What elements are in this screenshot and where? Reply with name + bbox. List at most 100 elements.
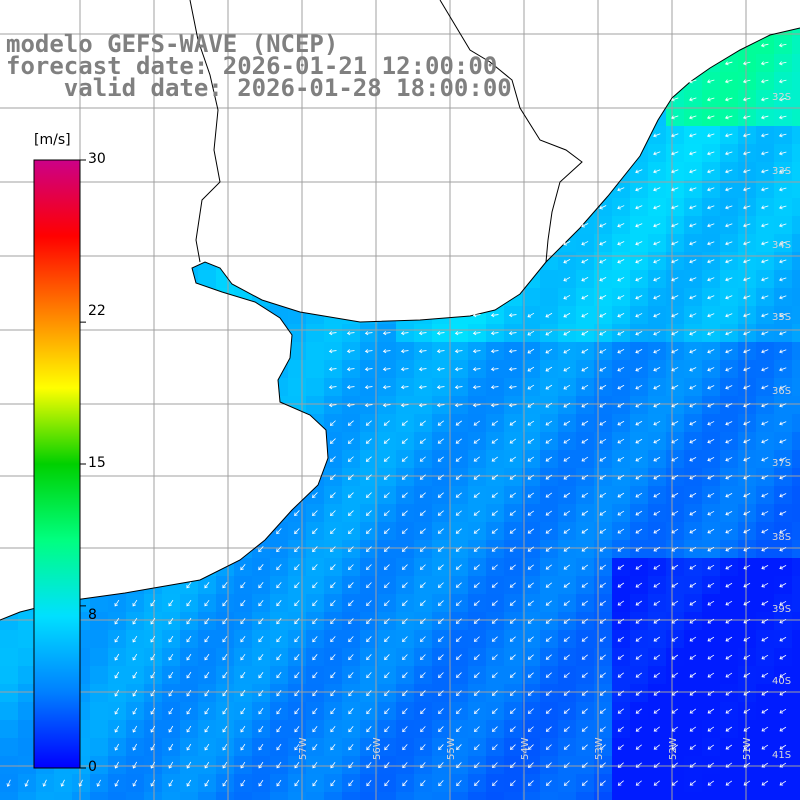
wind-arrow xyxy=(761,151,769,155)
wind-arrow-head xyxy=(437,440,442,444)
wind-arrow-head xyxy=(725,223,729,228)
wind-arrow xyxy=(186,761,192,769)
wind-arrow xyxy=(761,582,769,588)
wind-arrow xyxy=(581,223,589,227)
speed-cell xyxy=(90,738,108,756)
wind-arrow xyxy=(617,582,625,588)
wind-arrow-head xyxy=(510,746,514,750)
wind-arrow-head xyxy=(366,782,370,787)
wind-arrow-head xyxy=(761,691,766,696)
wind-arrow xyxy=(384,546,390,552)
wind-arrow xyxy=(510,780,516,786)
wind-arrow-head xyxy=(527,385,532,390)
wind-arrow xyxy=(545,312,553,318)
wind-arrow-head xyxy=(384,746,388,751)
wind-arrow-head xyxy=(132,638,137,643)
wind-arrow xyxy=(582,708,588,714)
wind-arrow-head xyxy=(761,583,765,588)
wind-arrow-head xyxy=(635,547,640,552)
wind-arrow-head xyxy=(635,241,639,246)
wind-arrow xyxy=(402,582,408,588)
wind-arrow xyxy=(564,654,570,660)
wind-arrow-head xyxy=(401,422,406,426)
wind-arrow-head xyxy=(725,313,729,318)
wind-arrow-head xyxy=(132,620,137,625)
wind-arrow-head xyxy=(707,349,711,354)
wind-arrow xyxy=(473,438,481,444)
wind-arrow xyxy=(258,546,264,552)
wind-arrow xyxy=(366,528,372,534)
wind-arrow-head xyxy=(400,403,405,408)
wind-arrow-head xyxy=(400,385,405,390)
wind-arrow-head xyxy=(437,602,442,606)
wind-arrow xyxy=(707,403,715,407)
wind-arrow xyxy=(725,690,733,696)
wind-arrow-head xyxy=(258,674,262,679)
wind-arrow-head xyxy=(707,710,712,714)
wind-arrow xyxy=(689,97,697,101)
wind-arrow-head xyxy=(472,367,477,372)
wind-arrow xyxy=(402,510,408,516)
wind-arrow xyxy=(348,654,354,660)
wind-arrow xyxy=(438,582,444,588)
wind-arrow xyxy=(671,690,679,696)
speed-cell xyxy=(792,558,800,576)
speed-cell xyxy=(306,342,324,360)
speed-cell xyxy=(90,792,108,800)
wind-arrow-head xyxy=(294,728,298,733)
wind-arrow xyxy=(779,780,787,786)
wind-arrow-head xyxy=(420,710,424,715)
wind-arrow-head xyxy=(329,440,334,444)
wind-arrow-head xyxy=(617,475,622,480)
wind-arrow xyxy=(761,493,769,497)
speed-cell xyxy=(90,756,108,774)
wind-arrow-head xyxy=(258,584,262,589)
wind-arrow-head xyxy=(186,746,191,751)
wind-arrow xyxy=(509,368,517,370)
wind-arrow xyxy=(707,528,715,534)
wind-arrow xyxy=(743,475,751,479)
wind-arrow xyxy=(492,708,498,714)
wind-arrow-head xyxy=(671,349,675,354)
wind-arrow xyxy=(456,672,462,678)
wind-arrow-head xyxy=(258,638,262,643)
wind-arrow xyxy=(168,743,174,751)
wind-arrow-head xyxy=(294,692,298,697)
wind-arrow xyxy=(420,564,426,570)
wind-arrow xyxy=(546,636,552,642)
wind-arrow-head xyxy=(617,313,621,318)
wind-arrow xyxy=(563,366,571,372)
wind-arrow-head xyxy=(689,710,694,714)
wind-arrow xyxy=(420,690,426,696)
lon-label: 54W xyxy=(520,737,531,760)
wind-arrow xyxy=(401,350,409,352)
wind-arrow xyxy=(528,636,534,642)
wind-arrow xyxy=(707,510,715,516)
wind-arrow-head xyxy=(761,205,765,210)
wind-arrow xyxy=(689,672,697,678)
speed-cell xyxy=(18,702,36,720)
wind-arrow-head xyxy=(204,620,208,625)
wind-arrow-head xyxy=(455,620,460,624)
speed-cell xyxy=(684,792,702,800)
wind-arrow xyxy=(384,654,390,660)
wind-arrow xyxy=(636,744,642,750)
wind-arrow xyxy=(473,314,481,316)
wind-arrow-head xyxy=(330,566,334,571)
wind-arrow xyxy=(689,600,697,606)
wind-arrow-head xyxy=(635,602,640,606)
wind-arrow xyxy=(204,653,210,661)
wind-arrow xyxy=(689,618,697,624)
speed-cell xyxy=(90,720,108,738)
wind-arrow xyxy=(456,618,462,624)
forecast-date: forecast date: 2026-01-21 12:00:00 xyxy=(6,52,498,80)
wind-arrow xyxy=(671,438,679,444)
speed-cell xyxy=(126,792,144,800)
wind-arrow xyxy=(563,384,571,390)
wind-arrow xyxy=(186,653,192,661)
wind-arrow-head xyxy=(382,367,387,372)
wind-arrow xyxy=(761,61,769,65)
wind-arrow-head xyxy=(725,601,730,606)
wind-arrow xyxy=(132,689,138,697)
wind-arrow-head xyxy=(761,277,765,282)
